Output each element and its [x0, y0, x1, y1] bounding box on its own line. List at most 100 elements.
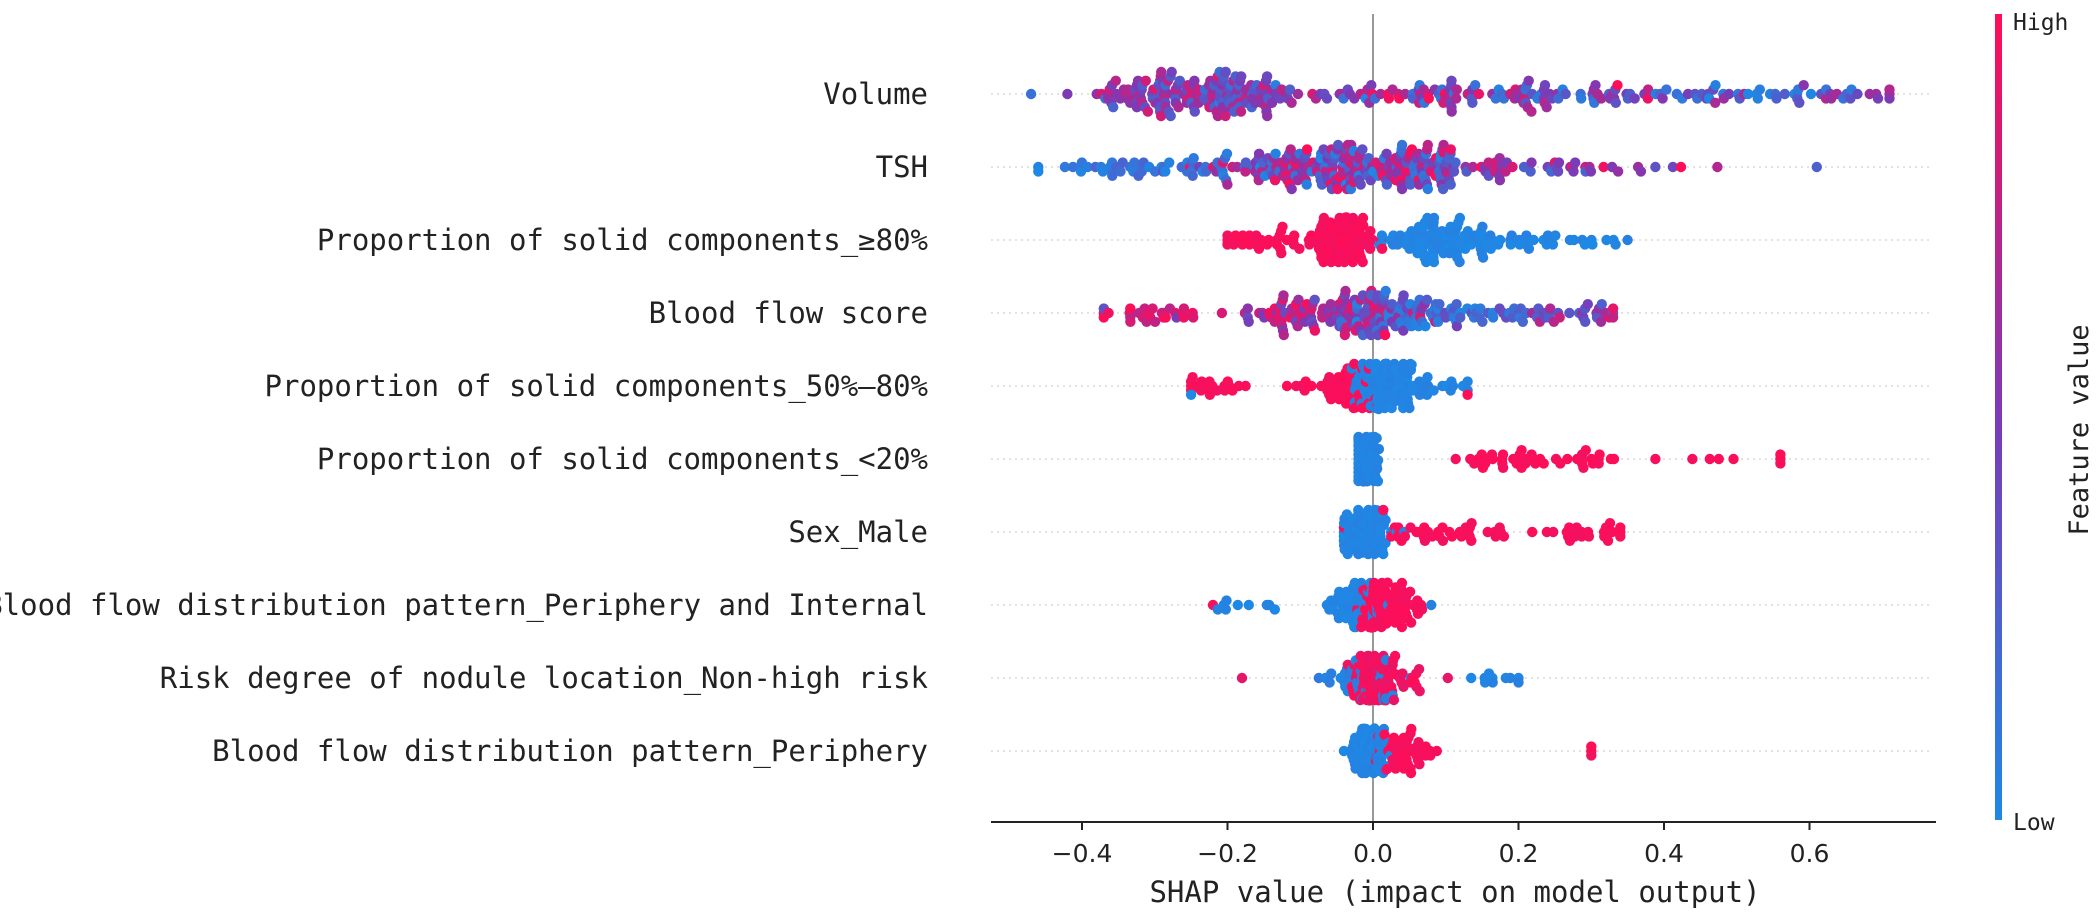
colorbar-gradient: [1995, 14, 2002, 820]
shap-point: [1713, 453, 1725, 465]
shap-point: [1293, 294, 1304, 305]
shap-point: [1243, 599, 1255, 611]
x-tick-label: −0.2: [1197, 839, 1258, 868]
shap-point: [1428, 212, 1440, 224]
shap-point: [1578, 462, 1589, 473]
shap-point: [1587, 239, 1598, 250]
shap-point: [1650, 161, 1661, 173]
shap-point: [1187, 170, 1198, 181]
shap-point: [1236, 71, 1247, 82]
shap-point: [1710, 97, 1721, 109]
shap-point: [1188, 312, 1199, 323]
shap-point: [1423, 93, 1435, 104]
shap-point: [1189, 75, 1200, 87]
shap-point: [1405, 617, 1417, 628]
shap-point: [1710, 80, 1721, 91]
shap-point: [1586, 741, 1597, 752]
shap-point: [1811, 161, 1823, 173]
shap-point: [1552, 166, 1564, 177]
shap-point: [1140, 75, 1152, 87]
shap-point: [1446, 75, 1457, 87]
shap-point: [1292, 88, 1304, 100]
shap-point: [1432, 316, 1444, 327]
shap-point: [1580, 316, 1591, 327]
shap-point: [1125, 316, 1136, 327]
shap-point: [1220, 66, 1231, 78]
shap-point: [1404, 402, 1415, 414]
shap-point: [1642, 84, 1654, 95]
shap-point: [1364, 243, 1376, 254]
shap-point: [1380, 515, 1391, 526]
shap-point: [1173, 102, 1184, 113]
shap-point: [1422, 139, 1434, 151]
shap-point: [1596, 93, 1607, 104]
shap-point: [1675, 161, 1687, 173]
shap-point: [1228, 239, 1240, 250]
shap-point: [1372, 476, 1384, 487]
shap-point: [1347, 256, 1359, 268]
shap-point: [1505, 239, 1517, 250]
shap-point: [1612, 80, 1623, 91]
shap-point: [1422, 183, 1434, 195]
shap-point: [1270, 148, 1281, 159]
shap-point: [1610, 239, 1621, 250]
shap-point: [1294, 243, 1305, 254]
shap-point: [1455, 312, 1466, 323]
shap-point: [1286, 183, 1297, 195]
shap-point: [1381, 179, 1393, 190]
shap-point: [1221, 148, 1233, 159]
shap-point: [1125, 303, 1136, 314]
shap-point: [1379, 729, 1390, 740]
shap-point: [1602, 535, 1614, 546]
feature-label: Proportion of solid components_50%–80%: [265, 369, 928, 404]
shap-point: [1598, 161, 1609, 173]
shap-point: [1497, 462, 1509, 473]
shap-point: [1195, 385, 1207, 396]
shap-point: [1442, 672, 1454, 684]
shap-point: [1187, 372, 1198, 383]
feature-labels: Volume TSH Proportion of solid components_…: [0, 77, 929, 769]
shap-point: [1428, 256, 1440, 268]
x-tick-label: 0.6: [1790, 839, 1830, 868]
shap-point: [1372, 455, 1384, 466]
shap-point: [1610, 97, 1622, 109]
shap-point: [1607, 526, 1618, 538]
shap-point: [1306, 380, 1317, 392]
feature-label: Blood flow distribution pattern_Peripher…: [0, 588, 928, 623]
shap-point: [1309, 325, 1321, 336]
colorbar-high-label: High: [2013, 10, 2068, 36]
shap-point: [1582, 299, 1594, 310]
shap-point: [1398, 325, 1409, 336]
shap-point: [1286, 97, 1297, 109]
shap-point: [1629, 93, 1640, 104]
feature-label: Blood flow distribution pattern_Peripher…: [212, 734, 928, 769]
shap-point: [1301, 179, 1312, 190]
shap-point: [1642, 93, 1654, 104]
shap-point: [1025, 88, 1037, 100]
shap-point: [1389, 650, 1401, 662]
shap-point: [1380, 285, 1391, 297]
shap-point: [1798, 80, 1809, 91]
shap-point: [1604, 518, 1616, 529]
shap-point: [1285, 144, 1296, 155]
shap-point: [1450, 453, 1461, 465]
shap-point: [1185, 389, 1197, 400]
shap-point: [1396, 577, 1408, 589]
shap-point: [1392, 239, 1403, 250]
shap-point: [1235, 106, 1247, 117]
shap-point: [1437, 183, 1449, 195]
shap-point: [1635, 166, 1647, 177]
feature-label: Risk degree of nodule location_Non-high …: [160, 661, 929, 696]
shap-point: [1594, 449, 1605, 460]
shap-point: [1340, 285, 1351, 297]
shap-point: [1266, 97, 1278, 109]
shap-point: [1728, 453, 1739, 465]
shap-point: [1607, 312, 1619, 323]
shap-point: [1497, 449, 1509, 460]
shap-point: [1110, 75, 1122, 87]
shap-point: [1564, 307, 1575, 319]
shap-point: [1278, 329, 1290, 341]
shap-point: [1358, 220, 1369, 231]
shap-point: [1253, 243, 1265, 254]
colorbar-title: Feature value: [2064, 324, 2095, 535]
